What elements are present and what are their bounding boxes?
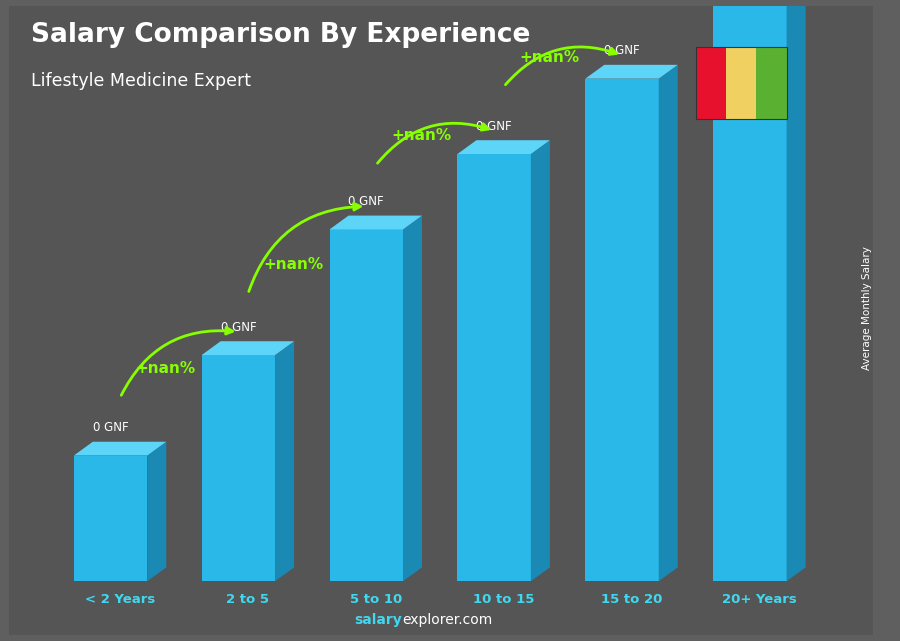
Text: Lifestyle Medicine Expert: Lifestyle Medicine Expert	[31, 72, 250, 90]
Text: 5 to 10: 5 to 10	[349, 592, 402, 606]
Polygon shape	[787, 0, 806, 581]
Text: 0 GNF: 0 GNF	[220, 320, 256, 334]
Text: explorer.com: explorer.com	[402, 613, 492, 627]
Polygon shape	[275, 341, 294, 581]
Text: Salary Comparison By Experience: Salary Comparison By Experience	[31, 22, 530, 48]
Polygon shape	[74, 442, 166, 456]
Text: 0 GNF: 0 GNF	[93, 421, 129, 434]
Text: Average Monthly Salary: Average Monthly Salary	[862, 246, 872, 370]
Text: salary: salary	[355, 613, 402, 627]
Text: +nan%: +nan%	[264, 257, 324, 272]
Text: < 2 Years: < 2 Years	[85, 592, 155, 606]
Polygon shape	[403, 215, 422, 581]
Polygon shape	[74, 456, 148, 581]
Polygon shape	[713, 0, 787, 581]
Text: 10 to 15: 10 to 15	[473, 592, 535, 606]
Bar	[756, 47, 787, 119]
Polygon shape	[202, 341, 294, 355]
Bar	[726, 47, 756, 119]
Polygon shape	[585, 65, 678, 79]
Polygon shape	[329, 229, 403, 581]
Polygon shape	[659, 65, 678, 581]
Bar	[696, 47, 726, 119]
Text: 0 GNF: 0 GNF	[348, 195, 384, 208]
Polygon shape	[531, 140, 550, 581]
Polygon shape	[457, 154, 531, 581]
Polygon shape	[329, 215, 422, 229]
Bar	[696, 47, 787, 119]
Polygon shape	[148, 442, 166, 581]
Text: +nan%: +nan%	[392, 128, 452, 144]
Polygon shape	[202, 355, 275, 581]
Text: +nan%: +nan%	[519, 50, 580, 65]
Polygon shape	[585, 79, 659, 581]
Text: +nan%: +nan%	[136, 361, 196, 376]
Text: 0 GNF: 0 GNF	[476, 120, 512, 133]
Text: 0 GNF: 0 GNF	[604, 44, 640, 57]
Polygon shape	[457, 140, 550, 154]
Text: 15 to 20: 15 to 20	[601, 592, 662, 606]
Text: 2 to 5: 2 to 5	[227, 592, 269, 606]
Text: 20+ Years: 20+ Years	[722, 592, 796, 606]
